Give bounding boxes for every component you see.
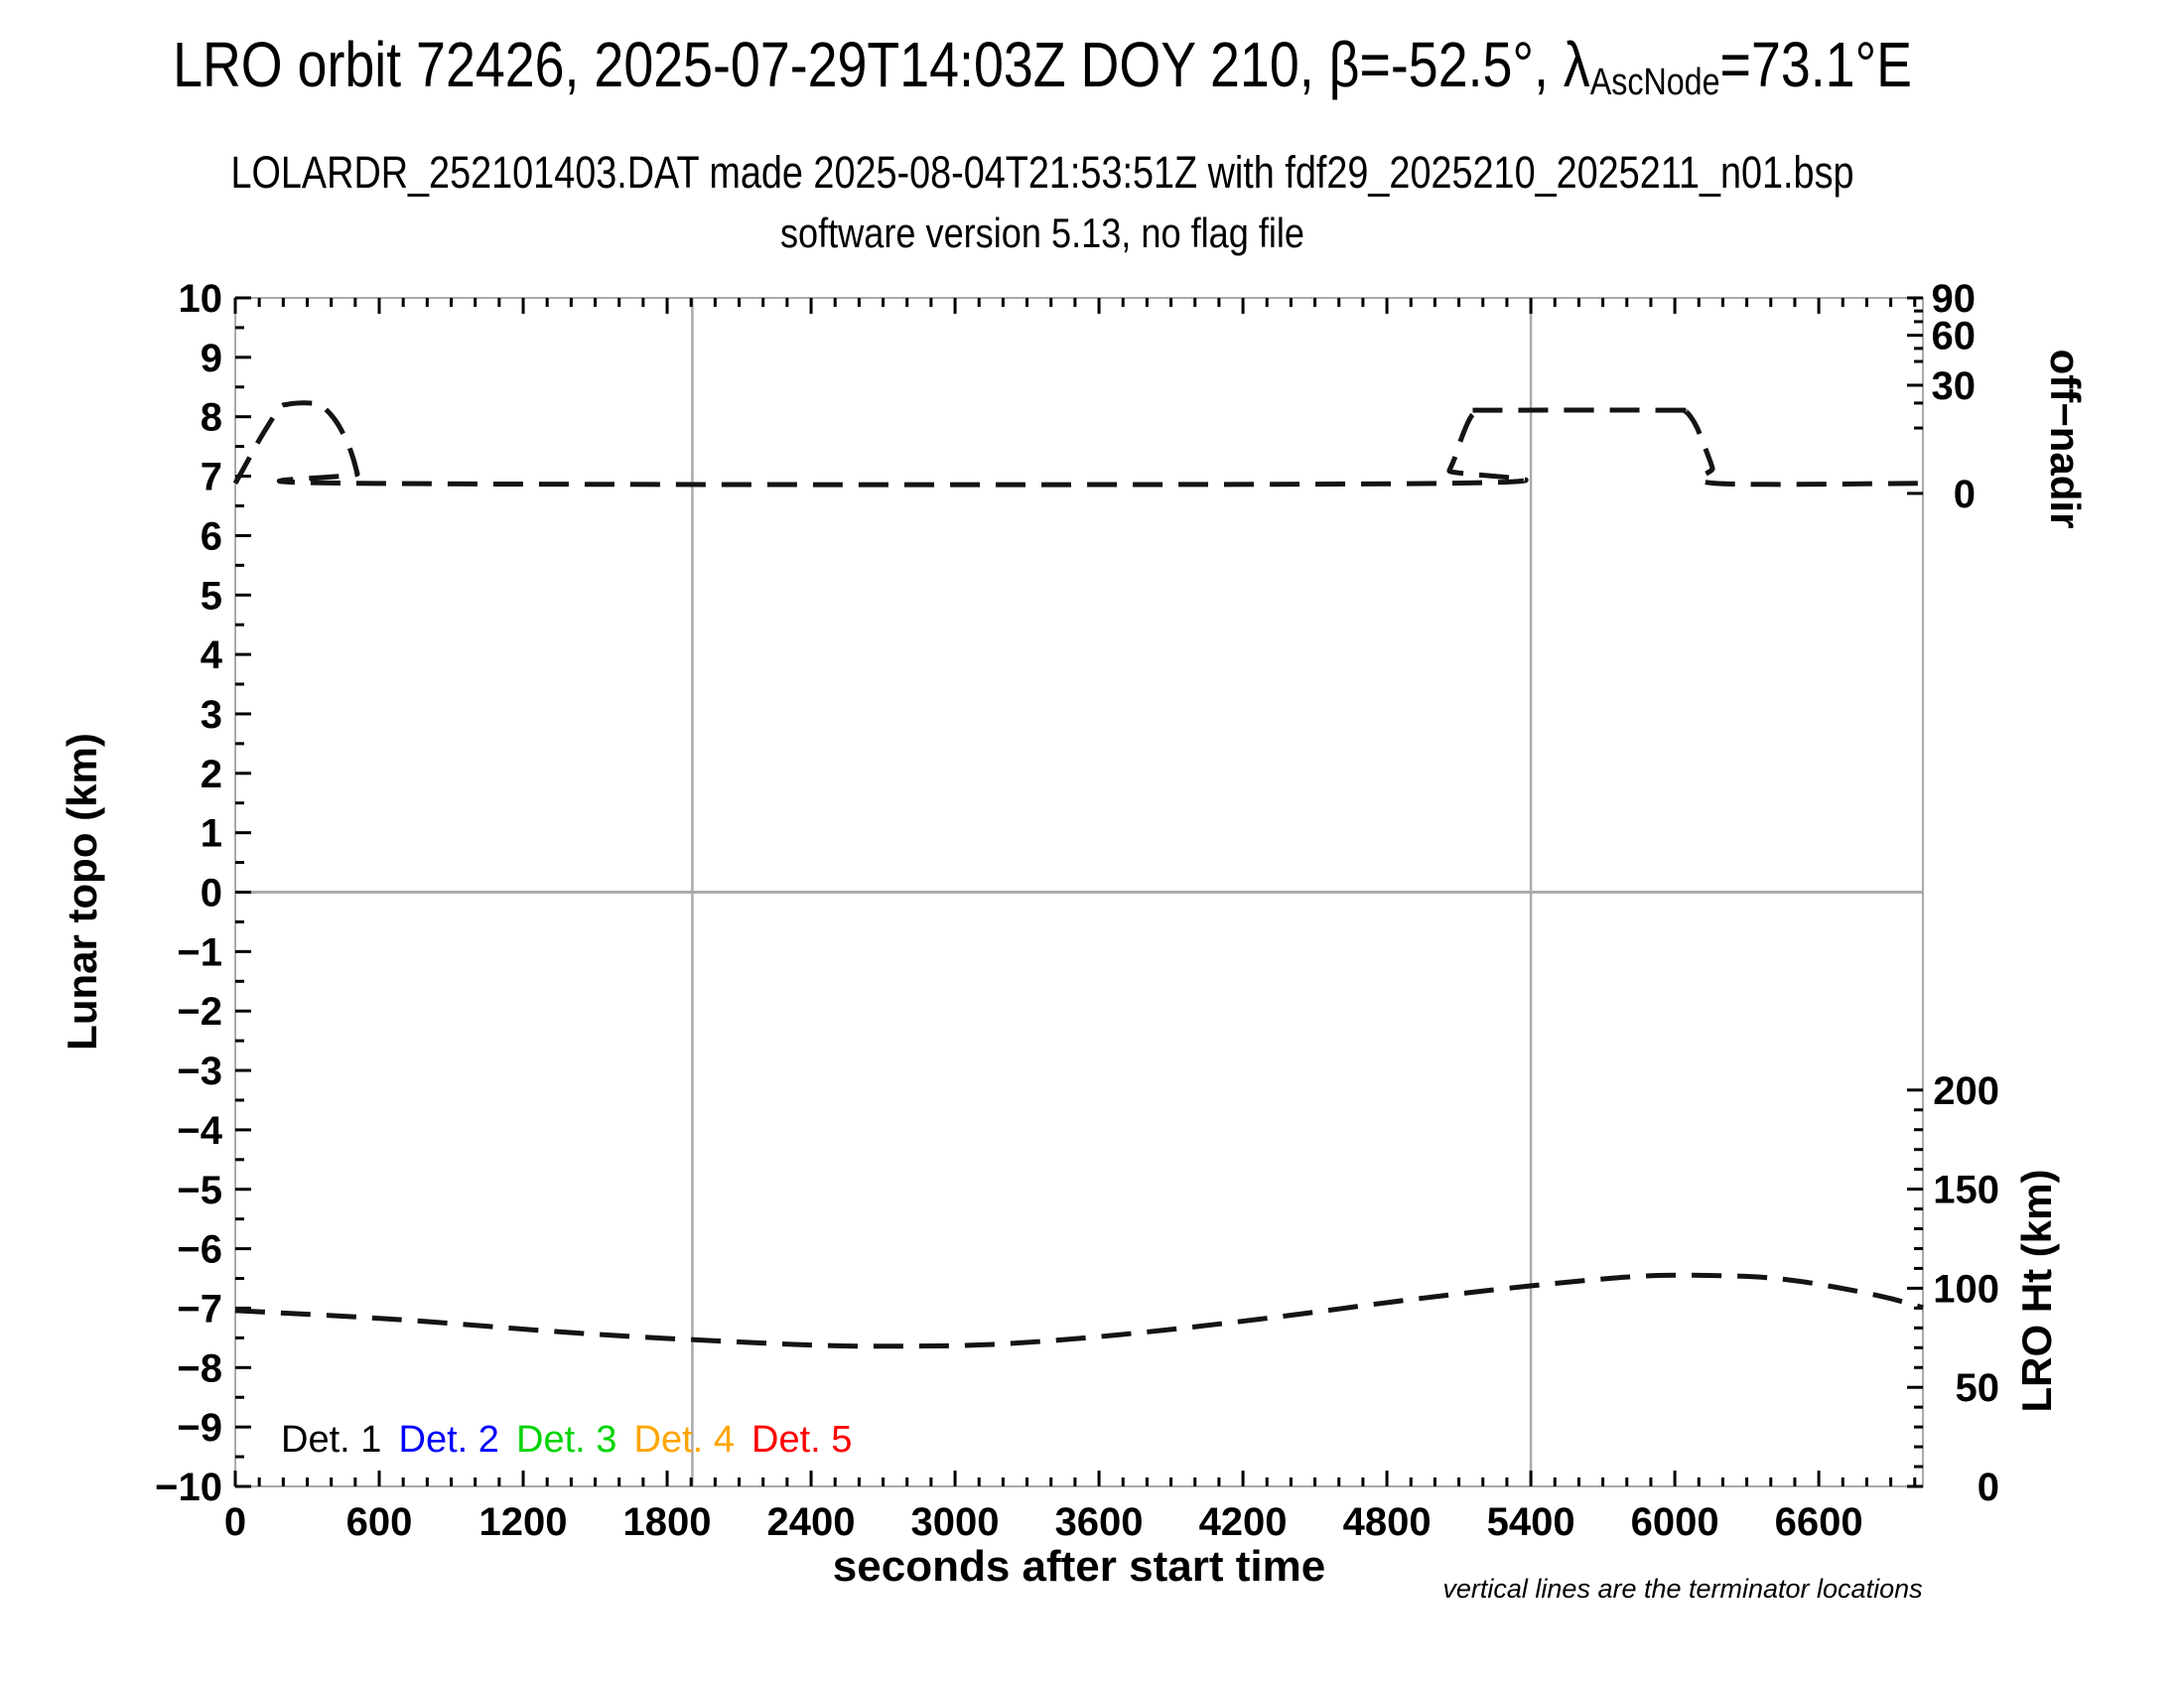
x-tick-label: 3000 — [911, 1500, 1000, 1544]
off-nadir-tick-label: 0 — [1954, 473, 1976, 516]
plot-title: LRO orbit 72426, 2025-07-29T14:03Z DOY 2… — [167, 28, 1918, 104]
legend-label: Det. 4 — [634, 1419, 735, 1461]
x-tick-label: 2400 — [767, 1500, 856, 1544]
y-left-tick-label: −2 — [177, 990, 222, 1034]
y-left-tick-label: −9 — [177, 1406, 222, 1450]
y-left-tick-label: 2 — [201, 753, 222, 796]
y-left-tick-label: −3 — [177, 1050, 222, 1093]
x-tick-label: 4800 — [1343, 1500, 1432, 1544]
y-left-tick-label: 5 — [201, 574, 222, 618]
off-nadir-tick-label: 90 — [1932, 277, 1977, 321]
lro-ht-tick-label: 50 — [1956, 1366, 2000, 1410]
y-left-tick-label: 9 — [201, 337, 222, 380]
lro-ht-tick-label: 150 — [1933, 1169, 1999, 1212]
y-left-axis-title: Lunar topo (km) — [59, 733, 105, 1051]
plot-title-suffix: =73.1°E — [1719, 29, 1912, 100]
y-left-tick-label: 7 — [201, 456, 222, 499]
lro-ht-tick-label: 100 — [1933, 1267, 1999, 1311]
x-tick-label: 4200 — [1199, 1500, 1288, 1544]
y-left-tick-label: 1 — [201, 812, 222, 856]
y-left-tick-label: −7 — [177, 1287, 222, 1331]
off-nadir-tick-label: 30 — [1932, 364, 1977, 408]
legend-label: Det. 2 — [399, 1419, 499, 1461]
plot-title-prefix: LRO orbit 72426, 2025-07-29T14:03Z DOY 2… — [173, 29, 1590, 100]
lro-ht-axis-title: LRO Ht (km) — [2013, 1170, 2060, 1413]
lro-height-curve — [234, 1272, 1924, 1349]
off-nadir-curve — [232, 400, 1924, 488]
y-left-tick-label: 8 — [201, 396, 222, 440]
y-left-tick-label: −6 — [177, 1228, 222, 1272]
y-left-tick-label: 0 — [201, 872, 222, 915]
y-left-tick-label: −5 — [177, 1169, 222, 1212]
lro-ht-tick-label: 200 — [1933, 1069, 1999, 1113]
y-left-tick-label: −8 — [177, 1346, 222, 1390]
y-left-tick-label: −4 — [177, 1109, 222, 1153]
lro-ht-tick-label: 0 — [1978, 1466, 1999, 1509]
legend-label: Det. 5 — [751, 1419, 852, 1461]
x-axis-title: seconds after start time — [833, 1542, 1325, 1591]
y-left-tick-label: 10 — [179, 277, 223, 321]
y-left-tick-label: 3 — [201, 693, 222, 737]
plot-subtitle-line3: software version 5.13, no flag file — [779, 210, 1305, 256]
plot-title-subscript: AscNode — [1589, 61, 1720, 104]
x-tick-label: 6000 — [1631, 1500, 1719, 1544]
x-tick-label: 6600 — [1775, 1500, 1863, 1544]
x-tick-label: 5400 — [1487, 1500, 1575, 1544]
legend-label: Det. 3 — [516, 1419, 616, 1461]
y-left-tick-label: −1 — [177, 930, 222, 974]
x-tick-label: 0 — [224, 1500, 246, 1544]
x-tick-label: 1800 — [623, 1500, 712, 1544]
x-tick-label: 1200 — [479, 1500, 568, 1544]
terminator-footnote: vertical lines are the terminator locati… — [1442, 1574, 1923, 1604]
x-tick-label: 3600 — [1055, 1500, 1144, 1544]
y-left-tick-label: 4 — [201, 633, 223, 677]
plot-subtitle: LOLARDR_252101403.DAT made 2025-08-04T21… — [230, 147, 1854, 198]
y-left-tick-label: 6 — [201, 514, 222, 558]
legend-label: Det. 1 — [281, 1419, 381, 1461]
off-nadir-tick-label: 60 — [1932, 315, 1977, 358]
off-nadir-axis-title: off−nadir — [2042, 350, 2089, 529]
y-left-tick-label: −10 — [155, 1466, 222, 1509]
x-tick-label: 600 — [346, 1500, 413, 1544]
